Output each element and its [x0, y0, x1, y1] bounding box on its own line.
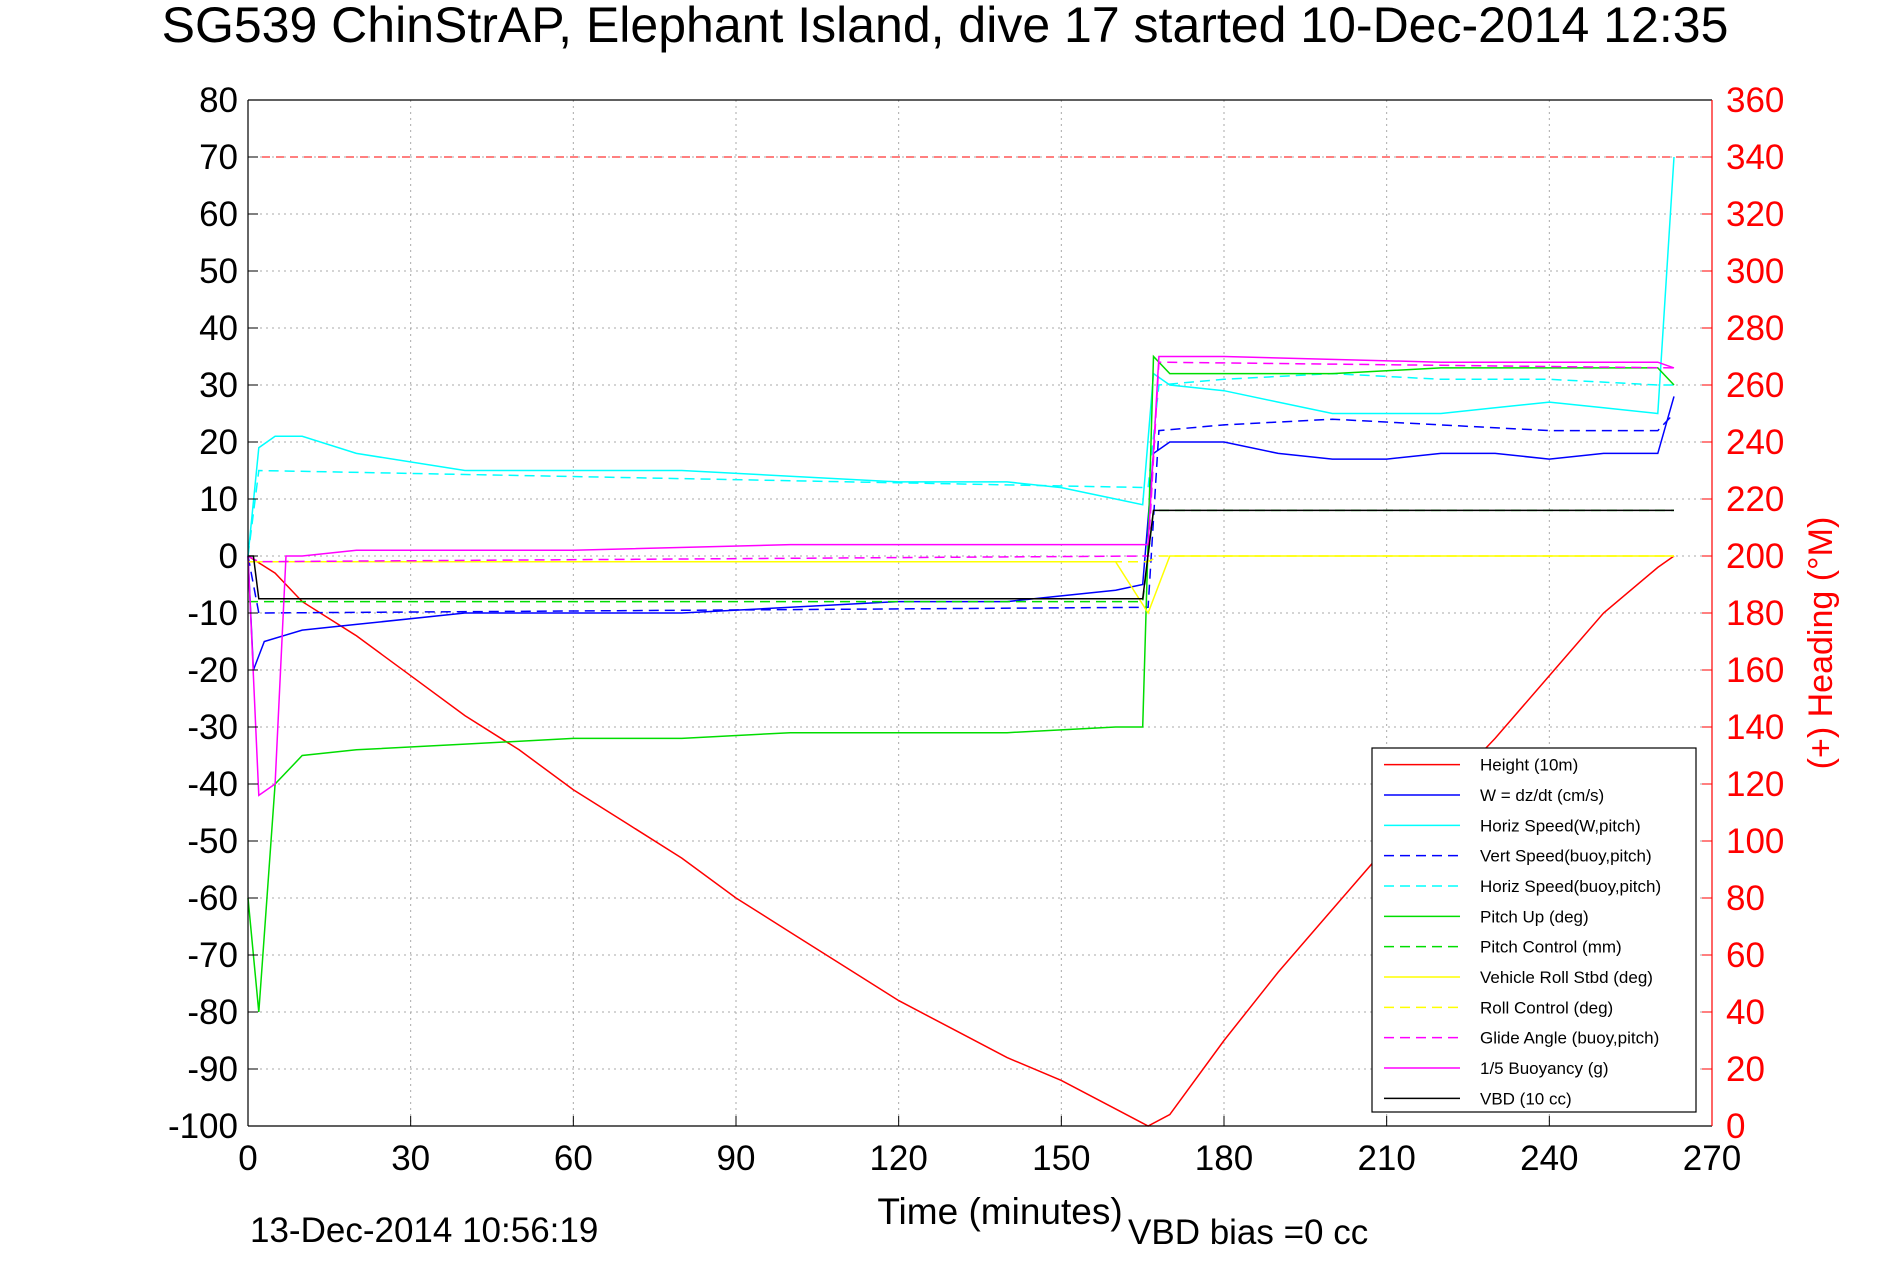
footer-timestamp: 13-Dec-2014 10:56:19: [250, 1211, 598, 1250]
legend-label: VBD (10 cc): [1480, 1089, 1572, 1108]
series-layer: [247, 156, 1675, 1127]
legend: Height (10m) W = dz/dt (cm/s) Horiz Speed(…: [1371, 747, 1697, 1113]
y-right-tick-label: 60: [1726, 936, 1765, 975]
x-tick-label: 60: [554, 1139, 593, 1178]
y-tick-label: 50: [199, 252, 238, 291]
series-line: [248, 555, 1674, 615]
legend-label: W = dz/dt (cm/s): [1480, 786, 1604, 805]
legend-label: Horiz Speed(buoy,pitch): [1480, 877, 1661, 896]
legend-label: 1/5 Buoyancy (g): [1480, 1059, 1609, 1078]
legend-label: Roll Control (deg): [1480, 998, 1613, 1017]
series-line: [247, 156, 1675, 557]
y-right-tick-label: 40: [1726, 993, 1765, 1032]
legend-label: Vehicle Roll Stbd (deg): [1480, 968, 1653, 987]
y-tick-label: -70: [187, 936, 238, 975]
y-right-tick-label: 340: [1726, 138, 1784, 177]
series-line: [247, 412, 1675, 614]
series-line: [247, 354, 1675, 1013]
x-tick-label: 240: [1520, 1139, 1578, 1178]
series-line: [247, 372, 1674, 557]
x-tick-label: 180: [1195, 1139, 1253, 1178]
series-line: [248, 509, 1674, 600]
x-tick-label: 0: [238, 1139, 257, 1178]
y-right-tick-label: 160: [1726, 651, 1784, 690]
series-line: [247, 361, 1675, 563]
y-right-tick-label: 100: [1726, 822, 1784, 861]
y-right-tick-label: 220: [1726, 480, 1784, 519]
y-tick-label: -20: [187, 651, 238, 690]
y-tick-label: 40: [199, 309, 238, 348]
y-right-axis-label: (+) Heading (°M): [1802, 517, 1840, 770]
series-line: [247, 355, 1675, 797]
y-right-tick-label: 280: [1726, 309, 1784, 348]
y-right-tick-label: 240: [1726, 423, 1784, 462]
y-right-tick-label: 0: [1726, 1107, 1745, 1146]
series-line: [247, 396, 1675, 671]
y-tick-label: -50: [187, 822, 238, 861]
y-right-tick-label: 120: [1726, 765, 1784, 804]
y-tick-label: -40: [187, 765, 238, 804]
legend-label: Glide Angle (buoy,pitch): [1480, 1029, 1659, 1048]
y-tick-label: -100: [168, 1107, 238, 1146]
y-right-tick-label: 260: [1726, 366, 1784, 405]
legend-label: Horiz Speed(W,pitch): [1480, 816, 1641, 835]
x-tick-label: 210: [1357, 1139, 1415, 1178]
y-right-tick-label: 300: [1726, 252, 1784, 291]
y-tick-label: 0: [219, 537, 238, 576]
x-tick-label: 270: [1683, 1139, 1741, 1178]
y-tick-label: 60: [199, 195, 238, 234]
footer-vbd-bias: VBD bias =0 cc: [1128, 1213, 1368, 1252]
x-tick-label: 30: [391, 1139, 430, 1178]
y-tick-label: 70: [199, 138, 238, 177]
y-right-tick-label: 200: [1726, 537, 1784, 576]
y-right-tick-labels: 3603403203002802602402202001801601401201…: [1726, 81, 1784, 1146]
legend-label: Pitch Control (mm): [1480, 938, 1622, 957]
y-tick-label: -10: [187, 594, 238, 633]
legend-label: Vert Speed(buoy,pitch): [1480, 847, 1652, 866]
y-tick-labels: 80 70 60 50 40 30 20 10 0 -10 -20 -30 -40 -50 -60 -70 -8…: [168, 81, 238, 1146]
y-right-tick-label: 360: [1726, 81, 1784, 120]
y-right-tick-label: 140: [1726, 708, 1784, 747]
x-tick-label: 120: [869, 1139, 927, 1178]
y-tick-label: -30: [187, 708, 238, 747]
y-tick-label: 20: [199, 423, 238, 462]
legend-label: Height (10m): [1480, 756, 1578, 775]
y-tick-label: 80: [199, 81, 238, 120]
x-axis-label: Time (minutes): [877, 1191, 1122, 1232]
y-right-tick-label: 320: [1726, 195, 1784, 234]
y-tick-label: -60: [187, 879, 238, 918]
x-tick-label: 90: [717, 1139, 756, 1178]
x-tick-label: 150: [1032, 1139, 1090, 1178]
y-right-tick-label: 80: [1726, 879, 1765, 918]
y-tick-label: -80: [187, 993, 238, 1032]
axes: [247, 99, 1713, 1127]
chart-title: SG539 ChinStrAP, Elephant Island, dive 1…: [162, 0, 1729, 53]
legend-box: [1371, 747, 1697, 1113]
y-tick-label: -90: [187, 1050, 238, 1089]
y-right-tick-label: 20: [1726, 1050, 1765, 1089]
y-right-tick-label: 180: [1726, 594, 1784, 633]
y-tick-label: 30: [199, 366, 238, 405]
legend-label: Pitch Up (deg): [1480, 907, 1589, 926]
x-tick-labels: 0 30 60 90 120 150 180 210 240 270: [238, 1139, 1741, 1178]
y-tick-label: 10: [199, 480, 238, 519]
